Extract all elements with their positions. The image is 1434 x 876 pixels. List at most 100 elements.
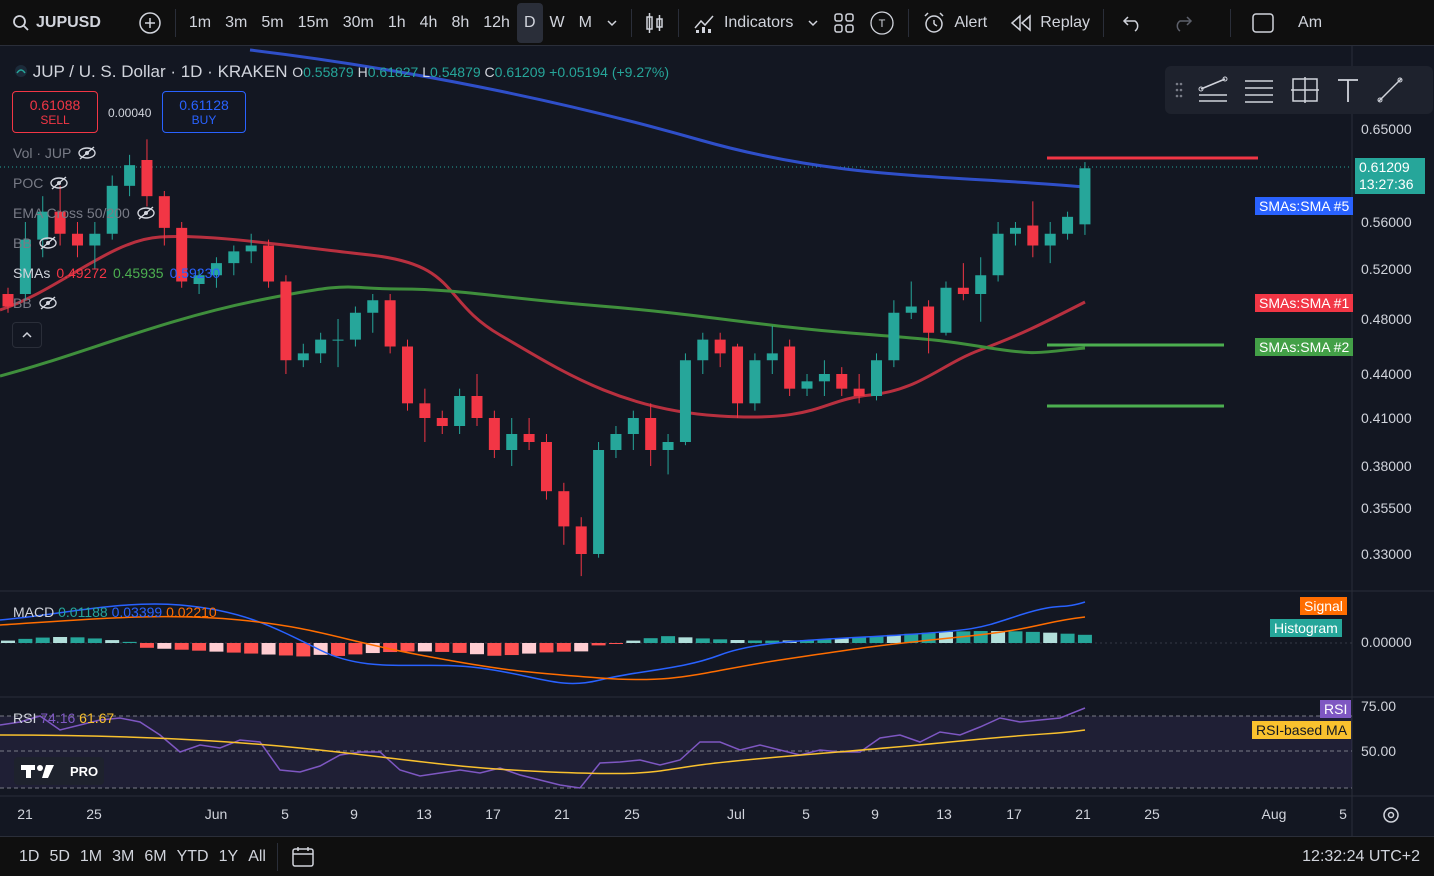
chart-legend: JUP / U. S. Dollar · 1D · KRAKEN O0.5587… — [14, 62, 669, 82]
candle-body — [506, 434, 518, 450]
tf-1m[interactable]: 1m — [188, 13, 212, 31]
tf-4h[interactable]: 4h — [419, 13, 438, 31]
macd-hist-bar — [608, 643, 623, 644]
tf-30m[interactable]: 30m — [342, 13, 374, 31]
text-tool-icon[interactable] — [1335, 75, 1361, 105]
candle-body — [315, 339, 327, 354]
templates-button[interactable]: T — [862, 0, 902, 46]
candle-body — [575, 526, 587, 554]
range-3m[interactable]: 3M — [112, 847, 135, 865]
eye-hidden-icon[interactable] — [38, 296, 58, 310]
timeframe-dropdown[interactable] — [599, 0, 625, 46]
candle-body — [349, 312, 361, 340]
brush-icon[interactable] — [1375, 75, 1405, 105]
indicator-bb[interactable]: BB — [13, 235, 58, 251]
buy-button[interactable]: 0.61128 BUY — [162, 91, 246, 133]
tf-1h[interactable]: 1h — [387, 13, 406, 31]
rsi-legend[interactable]: RSI 74.16 61.67 — [13, 710, 114, 726]
candle-body — [645, 418, 657, 450]
open-value: 0.55879 — [303, 64, 354, 80]
range-1d[interactable]: 1D — [19, 847, 40, 865]
high-key: H — [357, 64, 368, 80]
eye-hidden-icon[interactable] — [38, 236, 58, 250]
tf-m[interactable]: M — [578, 13, 592, 31]
range-1m[interactable]: 1M — [79, 847, 103, 865]
fib-levels-icon[interactable] — [1243, 75, 1275, 105]
collapse-legend-button[interactable] — [12, 322, 42, 348]
tf-d[interactable]: D — [516, 2, 543, 43]
candle-body — [402, 346, 414, 404]
macd-hist-bar — [365, 643, 380, 654]
calendar-range-icon[interactable] — [290, 845, 316, 869]
tf-3m[interactable]: 3m — [225, 13, 248, 31]
price-tick: 0.56000 — [1361, 214, 1412, 230]
range-6m[interactable]: 6M — [144, 847, 167, 865]
alert-label: Alert — [954, 13, 988, 31]
candle-body — [436, 418, 448, 426]
chart-type-button[interactable] — [638, 0, 672, 46]
macd-hist-bar — [713, 639, 728, 643]
alert-button[interactable]: Alert — [915, 0, 994, 46]
eye-hidden-icon[interactable] — [77, 146, 97, 160]
indicator-ema-cross[interactable]: EMA Cross 50/200 — [13, 205, 156, 221]
candle-body — [836, 374, 848, 389]
tf-5m[interactable]: 5m — [261, 13, 284, 31]
macd-hist-bar — [331, 643, 346, 656]
trend-lines-icon[interactable] — [1197, 75, 1229, 105]
macd-hist-bar — [1077, 634, 1092, 643]
tf-8h[interactable]: 8h — [451, 13, 470, 31]
replay-button[interactable]: Replay — [994, 0, 1097, 46]
range-1y[interactable]: 1Y — [218, 847, 239, 865]
compare-button[interactable] — [108, 0, 169, 46]
truncated-menu[interactable]: Am — [1298, 13, 1323, 31]
range-5d[interactable]: 5D — [49, 847, 70, 865]
indicators-dropdown[interactable] — [800, 0, 826, 46]
date-tick: 13 — [416, 806, 432, 822]
candle-body — [818, 374, 830, 382]
macd-hist-bar — [730, 640, 745, 643]
macd-hist-bar — [35, 637, 50, 643]
sell-label: SELL — [40, 113, 70, 127]
indicators-button[interactable]: Indicators — [685, 0, 800, 46]
price-tick: 0.38000 — [1361, 458, 1412, 474]
separator — [276, 842, 278, 871]
macd-hist-bar — [800, 640, 815, 643]
sell-button[interactable]: 0.61088 SELL — [12, 91, 98, 133]
tf-12h[interactable]: 12h — [483, 13, 510, 31]
macd-hist-bar — [348, 643, 363, 655]
spread-value: 0.00040 — [108, 106, 152, 120]
macd-legend[interactable]: MACD 0.01188 0.03399 0.02210 — [13, 604, 217, 620]
sma2-value: 0.45935 — [112, 265, 164, 281]
measure-icon[interactable] — [1289, 75, 1321, 105]
indicator-poc[interactable]: POC — [13, 175, 69, 191]
clock-timezone[interactable]: 12:32:24 UTC+2 — [1302, 847, 1420, 865]
drag-handle-icon[interactable] — [1175, 80, 1183, 100]
eye-hidden-icon[interactable] — [136, 206, 156, 220]
alarm-clock-icon — [924, 11, 944, 33]
tf-15m[interactable]: 15m — [297, 13, 329, 31]
macd-hist-bar — [938, 631, 953, 643]
date-tick: 9 — [871, 806, 879, 822]
indicator-bb2[interactable]: BB — [13, 295, 58, 311]
exchange-logo-icon — [15, 65, 27, 77]
fullscreen-button[interactable] — [1237, 0, 1282, 46]
redo-button[interactable] — [1151, 0, 1200, 46]
tradingview-logo[interactable]: PRO — [14, 757, 104, 785]
range-all[interactable]: All — [248, 847, 266, 865]
range-ytd[interactable]: YTD — [176, 847, 209, 865]
indicator-smas[interactable]: SMAs 0.49272 0.45935 0.59230 — [13, 265, 220, 281]
layouts-button[interactable] — [826, 0, 862, 46]
change-value: +0.05194 (+9.27%) — [549, 64, 670, 80]
date-tick: 17 — [1006, 806, 1022, 822]
symbol-search[interactable]: JUPUSD — [0, 0, 108, 46]
date-tick: Jul — [727, 806, 745, 822]
macd-hist-bar — [87, 638, 102, 643]
indicator-vol[interactable]: Vol · JUP — [13, 145, 97, 161]
tf-w[interactable]: W — [549, 13, 565, 31]
chart-settings-icon[interactable] — [1381, 805, 1401, 825]
eye-hidden-icon[interactable] — [49, 176, 69, 190]
macd-hist-bar — [174, 643, 189, 650]
undo-button[interactable] — [1110, 0, 1151, 46]
search-icon — [13, 14, 29, 31]
